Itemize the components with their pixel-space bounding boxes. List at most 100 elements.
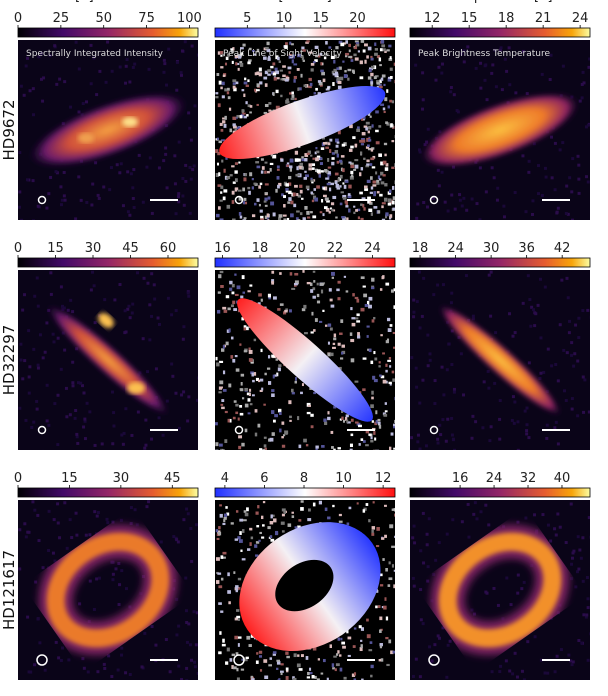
noise	[286, 655, 290, 659]
noise	[335, 216, 338, 219]
noise	[197, 376, 198, 380]
noise	[161, 433, 165, 437]
noise	[218, 651, 222, 655]
noise	[474, 66, 478, 70]
noise	[586, 308, 590, 312]
noise	[391, 508, 395, 511]
noise	[339, 366, 342, 370]
noise	[286, 669, 289, 673]
noise	[414, 657, 418, 661]
noise	[173, 182, 177, 186]
noise	[98, 69, 102, 73]
noise	[182, 325, 186, 329]
noise	[329, 298, 333, 302]
noise	[115, 163, 119, 167]
noise	[344, 53, 348, 58]
noise	[111, 572, 115, 576]
noise	[224, 62, 228, 66]
noise	[124, 81, 128, 85]
noise	[71, 360, 75, 364]
noise	[428, 352, 432, 356]
noise	[181, 194, 185, 198]
noise	[341, 409, 344, 414]
noise	[422, 200, 426, 204]
noise	[310, 177, 313, 181]
noise	[315, 445, 319, 449]
noise	[157, 166, 161, 170]
noise	[266, 41, 270, 46]
tick-label: 20	[289, 241, 306, 256]
noise	[246, 507, 249, 512]
noise	[354, 421, 359, 424]
noise	[322, 194, 327, 198]
noise	[240, 388, 244, 392]
noise	[520, 669, 524, 673]
noise	[263, 111, 268, 115]
noise	[586, 658, 590, 662]
noise	[374, 48, 378, 51]
noise	[215, 149, 219, 154]
noise	[239, 63, 244, 67]
noise	[28, 365, 32, 369]
noise	[362, 115, 366, 120]
noise	[341, 143, 346, 147]
noise	[22, 93, 26, 97]
noise	[310, 62, 315, 66]
noise	[258, 379, 261, 383]
noise	[264, 161, 268, 164]
noise	[542, 370, 546, 374]
noise	[462, 60, 466, 64]
noise	[553, 527, 557, 531]
noise	[31, 87, 35, 91]
noise	[68, 518, 72, 522]
noise	[332, 209, 336, 212]
noise	[263, 436, 267, 439]
noise	[246, 392, 251, 396]
noise	[268, 102, 272, 105]
noise	[348, 43, 351, 47]
noise	[543, 285, 547, 289]
noise	[366, 55, 369, 59]
tick-label: 10	[276, 11, 293, 26]
noise	[365, 430, 370, 434]
noise	[550, 364, 554, 368]
noise	[131, 196, 135, 200]
noise	[126, 170, 130, 174]
disk	[438, 304, 562, 416]
noise	[230, 336, 234, 340]
noise	[171, 374, 175, 378]
noise	[259, 669, 263, 672]
noise	[311, 167, 315, 170]
noise	[234, 538, 239, 541]
noise	[270, 153, 273, 157]
noise	[387, 584, 391, 587]
noise	[147, 500, 151, 504]
noise	[232, 358, 236, 363]
noise	[293, 282, 298, 286]
noise	[359, 76, 364, 80]
noise	[33, 294, 37, 298]
noise	[216, 537, 220, 541]
noise	[353, 168, 357, 171]
noise	[378, 125, 382, 128]
noise	[257, 423, 261, 428]
noise	[315, 157, 319, 162]
noise	[320, 69, 324, 73]
noise	[227, 307, 231, 311]
noise	[232, 116, 237, 120]
noise	[314, 318, 318, 322]
noise	[181, 177, 185, 181]
noise	[282, 77, 286, 81]
noise	[260, 298, 263, 302]
noise	[184, 576, 188, 580]
noise	[331, 157, 335, 160]
noise	[24, 418, 28, 422]
noise	[249, 111, 252, 114]
noise	[298, 519, 302, 522]
noise	[585, 613, 589, 617]
noise	[299, 165, 303, 170]
noise	[36, 204, 40, 208]
beam	[428, 654, 440, 666]
noise	[433, 379, 437, 383]
noise	[307, 150, 312, 154]
